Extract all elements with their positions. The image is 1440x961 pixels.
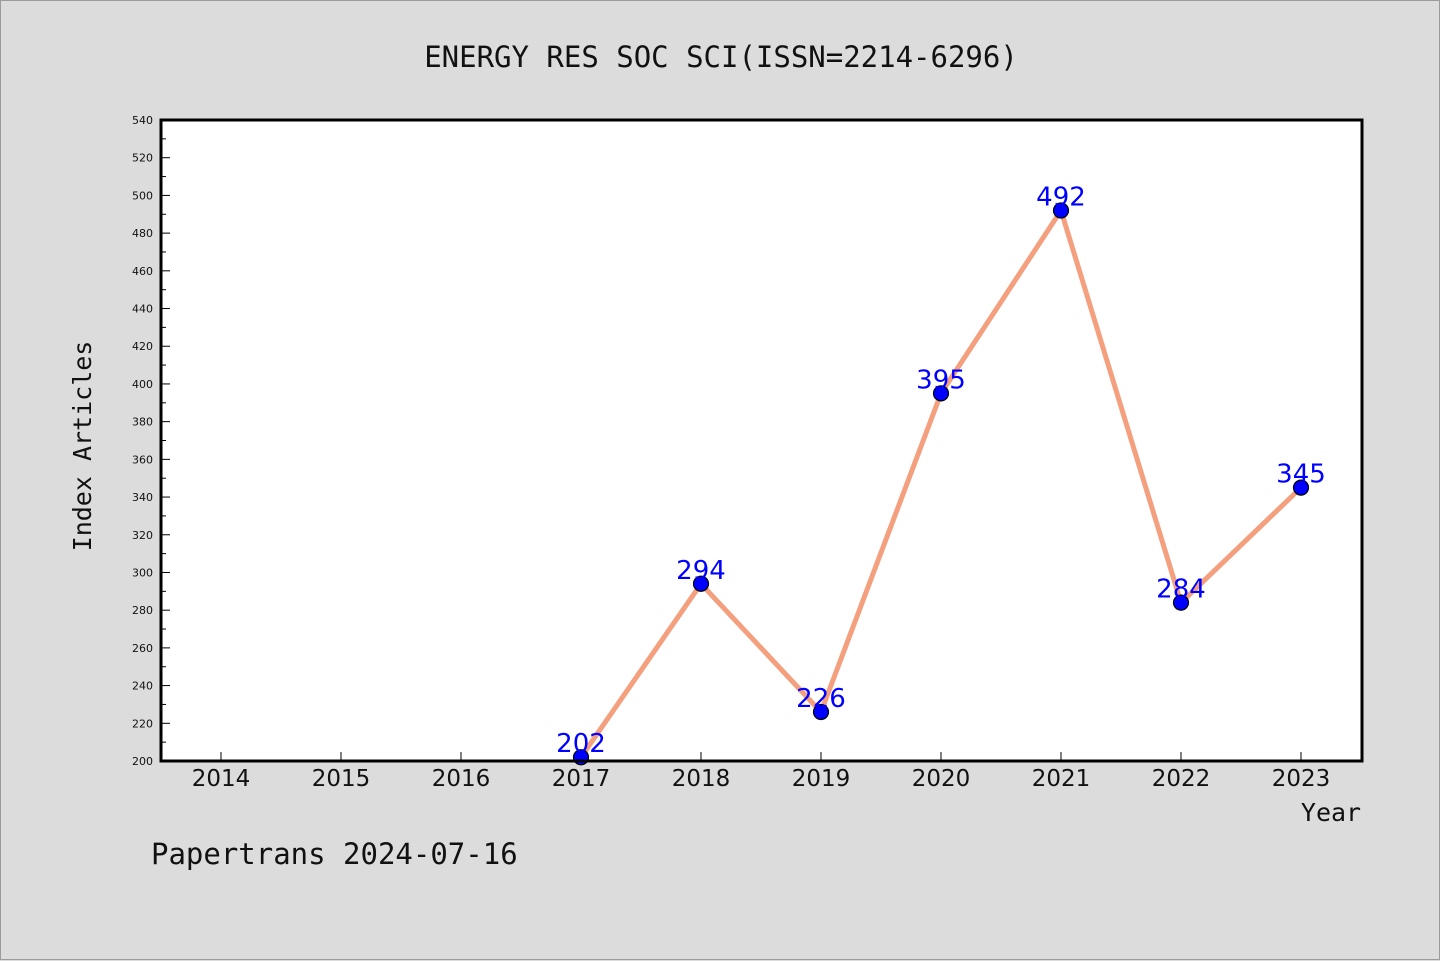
y-tick-label: 420 [132, 340, 153, 353]
y-tick-label: 520 [132, 152, 153, 165]
y-tick-label: 320 [132, 529, 153, 542]
y-axis-title: Index Articles [68, 341, 97, 552]
data-point [1052, 202, 1070, 219]
y-axis: 200 220 240 260 280 300 320 340 360 380 400 420 440 4… [132, 114, 170, 768]
x-tick-label: 2015 [312, 766, 371, 792]
x-tick-label: 2023 [1272, 766, 1331, 792]
x-tick-label: 2017 [552, 766, 611, 792]
y-tick-label: 400 [132, 378, 153, 391]
y-tick-label: 380 [132, 416, 153, 429]
y-tick-label: 360 [132, 453, 153, 466]
data-label: 226 [796, 684, 846, 714]
data-label: 284 [1156, 575, 1206, 605]
y-tick-label: 480 [132, 227, 153, 240]
y-tick-label: 460 [132, 265, 153, 278]
y-tick-label: 260 [132, 642, 153, 655]
y-tick-label: 440 [132, 303, 153, 316]
plot-frame [159, 118, 1364, 763]
x-tick-label: 2016 [432, 766, 491, 792]
x-tick-label: 2021 [1032, 766, 1091, 792]
y-tick-label: 280 [132, 604, 153, 617]
y-tick-label: 540 [132, 114, 153, 127]
plot-area [161, 120, 1362, 761]
x-tick-label: 2018 [672, 766, 731, 792]
series-index-articles: 202 294 226 395 492 284 345 [556, 182, 1326, 766]
y-tick-label: 340 [132, 491, 153, 504]
x-axis: 2014 2015 2016 2017 2018 2019 2020 2021 2022 2023 [192, 752, 1331, 792]
y-tick-label: 200 [132, 755, 153, 768]
data-point [812, 703, 830, 721]
data-label: 395 [916, 365, 966, 395]
y-tick-label: 300 [132, 566, 153, 579]
data-label: 202 [556, 729, 606, 759]
x-tick-label: 2020 [912, 766, 971, 792]
data-point [692, 575, 710, 592]
x-tick-label: 2014 [192, 766, 251, 792]
footer-stamp: Papertrans 2024-07-16 [151, 837, 518, 871]
y-tick-label: 500 [132, 189, 153, 202]
data-label: 492 [1036, 182, 1086, 212]
data-point [932, 385, 950, 402]
data-point [1172, 594, 1190, 611]
data-label: 294 [676, 556, 726, 586]
x-tick-label: 2019 [792, 766, 851, 792]
y-tick-label: 240 [132, 680, 153, 693]
x-tick-label: 2022 [1152, 766, 1211, 792]
chart-title: ENERGY RES SOC SCI(ISSN=2214-6296) [424, 40, 1018, 74]
data-point [1292, 479, 1310, 496]
data-label: 345 [1276, 460, 1326, 490]
x-axis-title: Year [1301, 798, 1361, 827]
y-tick-label: 220 [132, 717, 153, 730]
